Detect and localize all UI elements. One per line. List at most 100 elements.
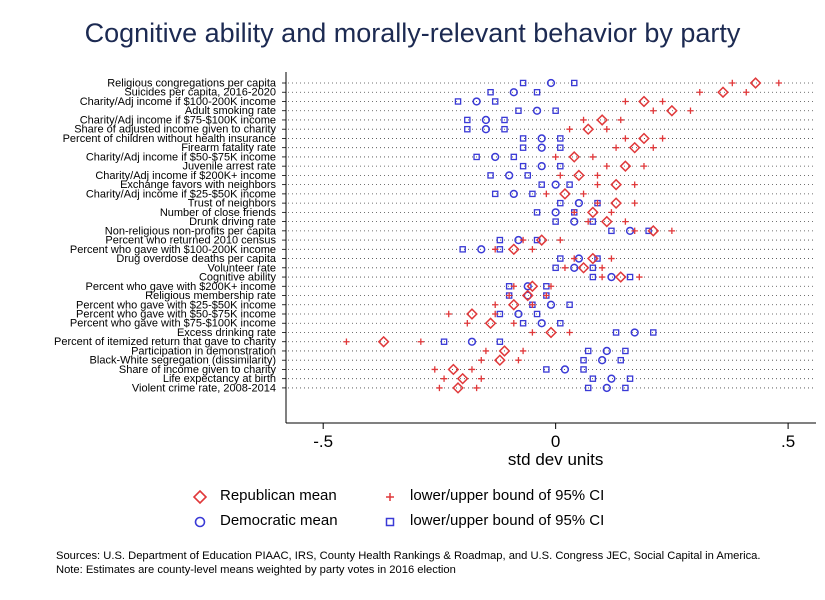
rep-ci-marker — [636, 273, 643, 281]
rep-ci-marker — [505, 292, 513, 299]
rep-ci-marker — [659, 98, 666, 105]
dem-ci-marker — [557, 319, 564, 327]
rep-ci-marker — [552, 153, 559, 161]
chart-title: Cognitive ability and morally-relevant b… — [84, 18, 741, 48]
dem-ci-marker — [589, 264, 597, 272]
dem-ci-marker — [645, 227, 652, 235]
note-text: Note: Estimates are county-level means w… — [56, 564, 456, 576]
rep-ci-marker — [696, 89, 703, 96]
dem-ci-marker — [608, 227, 615, 235]
category-label: Percent who gave with $50-$75K income — [76, 309, 276, 321]
dem-mean-marker — [551, 180, 560, 189]
dem-ci-marker — [519, 319, 527, 327]
category-label: Percent who gave with $200K+ income — [86, 281, 276, 293]
category-label: Trust of neighbors — [188, 198, 277, 210]
category-label: Percent of children without health insur… — [63, 133, 276, 145]
dem-ci-marker — [524, 172, 532, 179]
rep-mean-marker — [638, 95, 650, 108]
dem-ci-marker — [459, 246, 466, 253]
rep-ci-marker — [589, 153, 597, 161]
dem-mean-marker — [472, 97, 481, 106]
rep-ci-marker — [603, 126, 610, 133]
rep-ci-marker — [580, 116, 587, 124]
dem-ci-marker — [622, 384, 629, 392]
dem-mean-marker — [505, 171, 514, 180]
dem-ci-marker — [580, 356, 587, 364]
rep-ci-marker — [515, 357, 522, 364]
rep-mean-marker — [638, 132, 650, 145]
rep-ci-marker — [440, 375, 448, 382]
category-label: Black-White segregation (dissimilarity) — [90, 355, 276, 367]
category-label: Suicides per capita, 2016-2020 — [124, 87, 276, 99]
rep-ci-marker — [529, 301, 536, 308]
dem-ci-marker — [617, 356, 624, 364]
dem-ci-marker — [491, 98, 499, 105]
dem-ci-marker — [519, 135, 527, 142]
category-label: Charity/Adj income if $100-200K income — [80, 96, 276, 108]
category-label: Percent who gave with $100-200K income — [70, 244, 276, 256]
dem-mean-marker — [602, 383, 611, 393]
rep-mean-marker — [596, 114, 609, 126]
dem-ci-marker — [464, 116, 471, 124]
dem-mean-marker — [551, 208, 560, 217]
circle-marker-icon — [194, 516, 206, 528]
category-label: Charity/Adj income if $50-$75K income — [86, 151, 276, 163]
category-label: Participation in demonstration — [131, 345, 276, 357]
dem-ci-marker — [519, 79, 527, 87]
category-label: Religious membership rate — [145, 290, 276, 302]
dem-mean-marker — [570, 217, 579, 226]
dem-ci-marker — [491, 190, 499, 198]
rep-ci-marker — [482, 347, 490, 355]
rep-mean-marker — [749, 77, 762, 89]
dem-ci-marker — [566, 181, 573, 188]
rep-ci-marker — [436, 384, 443, 392]
rep-ci-marker — [571, 255, 578, 262]
dem-ci-marker — [552, 218, 559, 225]
rep-ci-marker — [594, 172, 601, 179]
rep-ci-marker — [612, 144, 620, 151]
dem-ci-marker — [533, 310, 541, 318]
dem-ci-marker — [552, 264, 559, 272]
rep-ci-marker — [557, 236, 564, 244]
dem-ci-marker — [529, 190, 536, 198]
rep-ci-marker — [603, 162, 610, 170]
rep-mean-marker — [498, 345, 511, 357]
rep-ci-marker — [445, 310, 452, 318]
rep-ci-marker — [622, 135, 629, 142]
dem-mean-marker — [481, 125, 491, 134]
dem-ci-marker — [496, 338, 504, 345]
sources-text: Sources: U.S. Department of Education PI… — [56, 550, 761, 562]
rep-ci-marker — [631, 181, 638, 188]
dem-ci-marker — [626, 273, 634, 281]
dem-ci-marker — [501, 116, 508, 124]
category-label: Percent of itemized return that gave to … — [54, 336, 276, 348]
category-label: Charity/Adj income if $75-$100K income — [80, 114, 276, 126]
rep-ci-marker — [543, 292, 550, 299]
rep-ci-marker — [571, 209, 578, 216]
rep-mean-marker — [507, 243, 520, 256]
square-marker-icon — [385, 517, 395, 527]
rep-mean-marker — [614, 271, 627, 283]
dem-mean-marker — [537, 162, 546, 171]
dem-ci-marker — [510, 153, 518, 161]
dem-mean-marker — [602, 346, 611, 356]
rep-ci-marker — [594, 199, 601, 207]
dem-mean-marker — [523, 291, 532, 300]
x-tick-label: 0 — [551, 432, 560, 451]
rep-ci-marker — [510, 283, 518, 290]
rep-ci-marker — [580, 190, 587, 198]
dem-ci-marker — [533, 88, 541, 96]
category-label: Violent crime rate, 2008-2014 — [132, 382, 276, 394]
dem-ci-marker — [440, 338, 448, 345]
dem-mean-marker — [537, 134, 546, 143]
dem-ci-marker — [533, 236, 541, 244]
category-label: Exchange favors with neighbors — [120, 179, 276, 191]
dem-ci-marker — [487, 88, 494, 96]
dem-ci-marker — [589, 375, 597, 382]
dem-mean-marker — [546, 78, 556, 88]
rep-ci-marker — [743, 89, 750, 96]
dem-mean-marker — [477, 245, 486, 254]
category-label: Juvenile arrest rate — [182, 161, 276, 173]
rep-ci-marker — [729, 79, 736, 87]
rep-mean-marker — [466, 308, 478, 320]
